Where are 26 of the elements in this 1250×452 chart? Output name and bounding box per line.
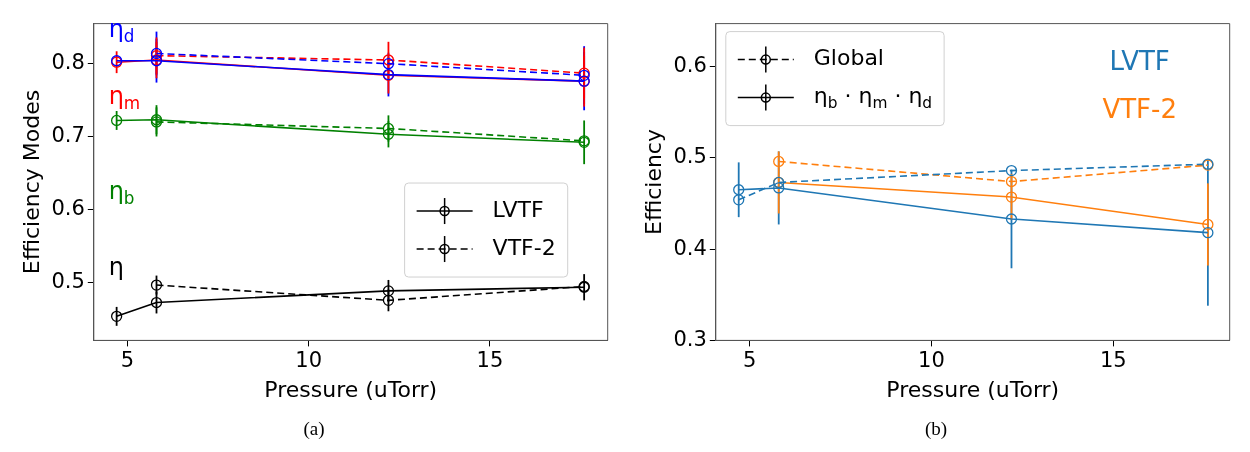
x-tick-label: 5: [742, 348, 757, 373]
x-axis-title: Pressure (uTorr): [264, 376, 438, 402]
y-tick-label: 0.5: [51, 268, 85, 293]
y-tick-label: 0.6: [673, 52, 707, 77]
y-tick-label: 0.6: [51, 195, 85, 220]
y-tick-label: 0.5: [673, 144, 707, 169]
legend-label: LVTF: [492, 196, 544, 222]
x-axis-title: Pressure (uTorr): [886, 376, 1060, 402]
x-tick-label: 5: [120, 348, 135, 373]
y-axis-title: Efficiency: [640, 129, 666, 235]
y-axis-title: Efficiency Modes: [18, 89, 44, 275]
annotation: VTF-2: [1102, 94, 1177, 125]
x-tick-label: 10: [918, 348, 945, 373]
text: (b): [924, 418, 948, 440]
x-tick-label: 15: [1099, 348, 1127, 373]
y-tick-label: 0.7: [51, 122, 85, 147]
x-tick-label: 10: [295, 348, 323, 373]
legend-label: VTF-2: [492, 234, 556, 260]
y-tick-label: 0.4: [673, 235, 707, 260]
annotation: LVTF: [1109, 46, 1170, 77]
annotation: η: [108, 252, 124, 281]
y-tick-label: 0.3: [673, 326, 707, 351]
text: (a): [303, 418, 325, 440]
x-tick-label: 15: [476, 348, 504, 373]
y-tick-label: 0.8: [51, 50, 85, 75]
legend-label: Global: [813, 45, 884, 71]
